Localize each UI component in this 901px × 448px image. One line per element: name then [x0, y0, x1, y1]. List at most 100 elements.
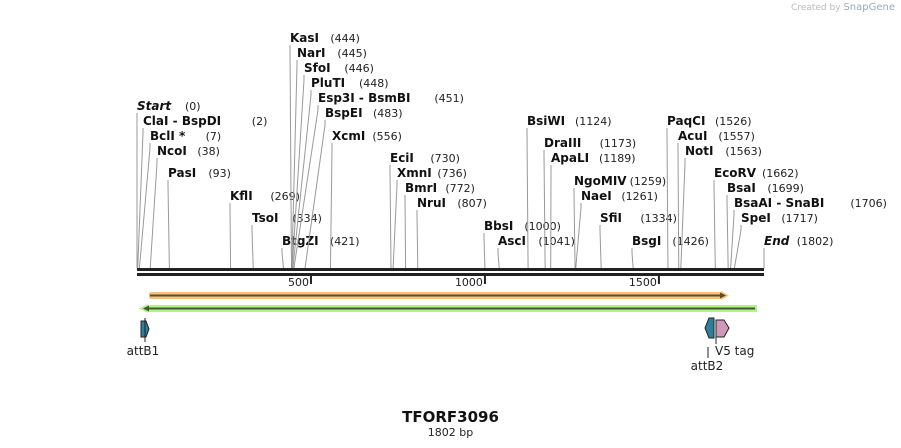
svg-text:(1124): (1124) [575, 115, 612, 128]
site-nari[interactable]: NarI (445) [291, 46, 367, 269]
svg-text:(1259): (1259) [630, 175, 667, 188]
site-ecorv[interactable]: EcoRV (1662) [713, 166, 799, 269]
svg-text:(1041): (1041) [538, 235, 575, 248]
svg-text:AscI: AscI [498, 234, 526, 248]
svg-text:XcmI: XcmI [332, 129, 365, 143]
svg-text:Esp3I - BsmBI: Esp3I - BsmBI [318, 91, 410, 105]
site-bsgi[interactable]: BsgI (1426) [631, 234, 709, 269]
svg-text:NotI: NotI [685, 144, 714, 158]
site-bsaai[interactable]: BsaAI - SnaBI (1706) [730, 196, 887, 269]
svg-text:(736): (736) [437, 167, 467, 180]
svg-text:BsaAI - SnaBI: BsaAI - SnaBI [734, 196, 824, 210]
svg-text:BsgI: BsgI [632, 234, 661, 248]
site-xcmi[interactable]: XcmI (556) [329, 129, 402, 269]
attb2-label: attB2 [691, 359, 724, 373]
svg-text:(448): (448) [359, 77, 389, 90]
site-bmri[interactable]: BmrI (772) [404, 181, 475, 269]
svg-text:BclI *: BclI * [150, 129, 186, 143]
svg-text:PluTI: PluTI [311, 76, 345, 90]
site-ngomiv[interactable]: NgoMIV (1259) [573, 174, 667, 269]
svg-text:(334): (334) [292, 212, 322, 225]
site-asci[interactable]: AscI (1041) [497, 234, 575, 269]
svg-text:(556): (556) [372, 130, 402, 143]
site-apali[interactable]: ApaLI (1189) [550, 151, 636, 269]
attb2-feature[interactable] [704, 317, 715, 339]
svg-text:KflI: KflI [230, 189, 253, 203]
svg-text:(772): (772) [445, 182, 475, 195]
site-spei[interactable]: SpeI (1717) [733, 211, 818, 269]
plasmid-name: TFORF3096 [402, 408, 499, 426]
site-noti[interactable]: NotI (1563) [680, 144, 762, 269]
site-clai[interactable]: ClaI - BspDI (2) [137, 114, 268, 269]
svg-text:(1261): (1261) [621, 190, 658, 203]
site-acui[interactable]: AcuI (1557) [677, 129, 755, 269]
svg-text:PaqCI: PaqCI [667, 114, 705, 128]
svg-text:NcoI: NcoI [157, 144, 187, 158]
site-sfoi[interactable]: SfoI (446) [291, 61, 374, 269]
site-end[interactable]: End (1802) [763, 234, 834, 268]
site-start[interactable]: Start (0) [136, 99, 201, 268]
svg-text:BsiWI: BsiWI [527, 114, 565, 128]
site-nrui[interactable]: NruI (807) [416, 196, 487, 269]
svg-text:BspEI: BspEI [325, 106, 363, 120]
svg-text:(421): (421) [330, 235, 360, 248]
svg-text:XmnI: XmnI [397, 166, 432, 180]
svg-text:(1699): (1699) [767, 182, 804, 195]
site-paqci[interactable]: PaqCI (1526) [666, 114, 752, 269]
svg-text:SfoI: SfoI [304, 61, 331, 75]
site-pasi[interactable]: PasI (93) [167, 166, 231, 269]
site-naei[interactable]: NaeI (1261) [575, 189, 658, 269]
svg-text:NaeI: NaeI [581, 189, 612, 203]
svg-text:(269): (269) [270, 190, 300, 203]
site-bsiwi[interactable]: BsiWI (1124) [526, 114, 612, 269]
svg-text:(2): (2) [252, 115, 268, 128]
ruler-label: 1000 [455, 276, 483, 289]
svg-text:EcoRV: EcoRV [714, 166, 757, 180]
v5-tag-label: V5 tag [715, 344, 754, 358]
svg-text:(1662): (1662) [762, 167, 799, 180]
site-ecii[interactable]: EciI (730) [389, 151, 460, 269]
svg-text:Start: Start [137, 99, 172, 113]
svg-text:(446): (446) [344, 62, 374, 75]
svg-text:(1000): (1000) [524, 220, 561, 233]
svg-text:SpeI: SpeI [741, 211, 771, 225]
site-ncoi[interactable]: NcoI (38) [149, 144, 220, 269]
site-xmni[interactable]: XmnI (736) [392, 166, 467, 269]
svg-text:TsoI: TsoI [252, 211, 278, 225]
svg-text:End: End [764, 234, 790, 248]
svg-text:NgoMIV: NgoMIV [574, 174, 627, 188]
site-bcli[interactable]: BclI * (7) [138, 129, 221, 269]
svg-text:(1557): (1557) [718, 130, 755, 143]
svg-text:(0): (0) [185, 100, 201, 113]
site-draiii[interactable]: DraIII (1173) [543, 136, 636, 269]
ruler-label: 500 [288, 276, 309, 289]
site-bbsi[interactable]: BbsI (1000) [483, 219, 561, 269]
svg-text:(445): (445) [337, 47, 367, 60]
svg-text:(730): (730) [430, 152, 460, 165]
svg-text:KasI: KasI [290, 31, 319, 45]
backbone-bottom [137, 273, 764, 276]
attb1-label: attB1 [127, 344, 160, 358]
svg-text:NruI: NruI [417, 196, 446, 210]
site-kfli[interactable]: KflI (269) [229, 189, 300, 269]
site-esp3i[interactable]: Esp3I - BsmBI (451) [293, 91, 464, 269]
svg-text:(1802): (1802) [797, 235, 834, 248]
site-tsoi[interactable]: TsoI (334) [251, 211, 322, 269]
svg-text:(1706): (1706) [850, 197, 887, 210]
plasmid-length: 1802 bp [427, 426, 474, 439]
site-bspei[interactable]: BspEI (483) [304, 106, 403, 269]
svg-text:(444): (444) [330, 32, 360, 45]
svg-text:(38): (38) [197, 145, 220, 158]
svg-text:PasI: PasI [168, 166, 196, 180]
site-kasi[interactable]: KasI (444) [289, 31, 360, 269]
site-pluti[interactable]: PluTI (448) [292, 76, 389, 269]
svg-text:BbsI: BbsI [484, 219, 513, 233]
site-bsai[interactable]: BsaI (1699) [726, 181, 804, 269]
ruler-label: 1500 [629, 276, 657, 289]
svg-text:BtgZI: BtgZI [282, 234, 319, 248]
snapgene-credit: Created by SnapGene [791, 2, 895, 13]
svg-text:(807): (807) [457, 197, 487, 210]
svg-text:EciI: EciI [390, 151, 414, 165]
v5-tag-feature[interactable] [715, 319, 730, 338]
